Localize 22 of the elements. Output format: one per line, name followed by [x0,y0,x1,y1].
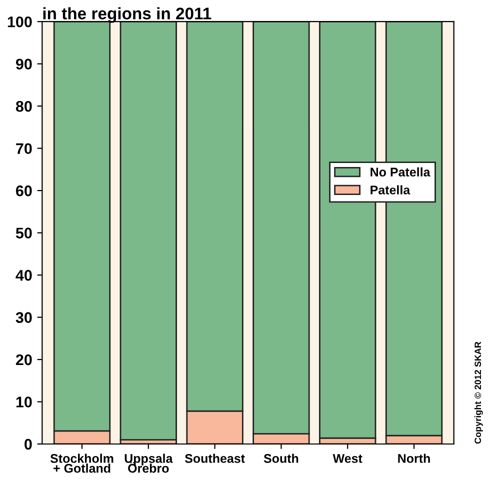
y-tick-label: 80 [16,100,32,112]
x-tick-label: Uppsala Örebro [124,454,173,473]
chart-title: in the regions in 2011 [43,7,212,23]
y-tick-label: 70 [16,143,32,154]
y-tick-label: 0 [24,438,32,450]
y-tick-label: 50 [16,228,32,238]
y-tick-label: 100 [8,16,32,28]
x-tick-label: Southeast [184,454,245,463]
x-tick-label: Stockholm + Gotland [50,454,114,473]
x-tick-label: South [264,454,298,463]
y-tick-label: 10 [16,396,32,408]
legend-label: Patella [370,185,410,194]
x-tick-label: North [398,454,430,463]
y-tick-label: 30 [16,312,32,323]
x-tick-label: West [332,454,362,463]
text: Copyright © 2012 SKAR [474,342,483,444]
y-tick-label: 40 [16,270,32,281]
y-tick-label: 90 [16,58,32,70]
bar [120,22,177,440]
y-tick-label: 60 [16,185,32,196]
legend-label: No Patella [370,167,430,177]
y-tick-label: 20 [16,354,32,366]
